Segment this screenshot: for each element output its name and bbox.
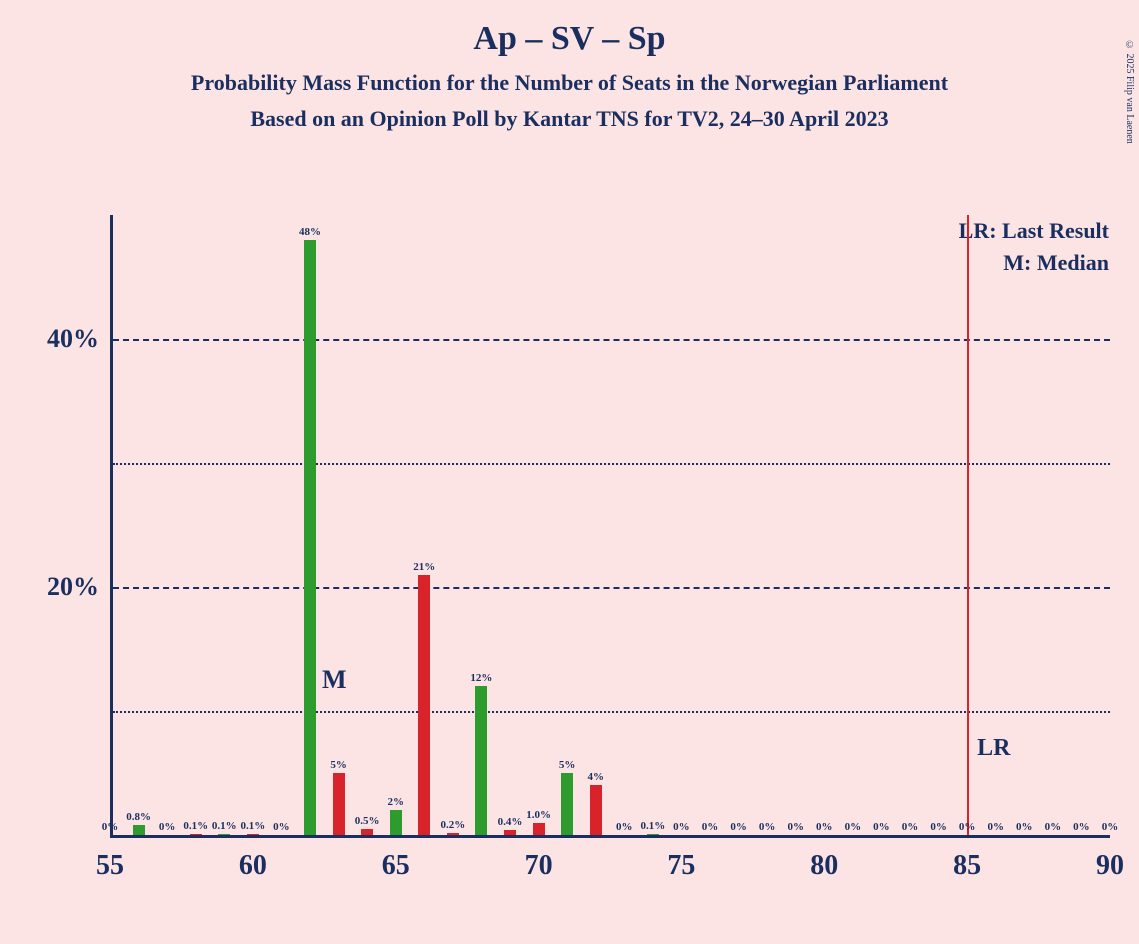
bar-value-label: 0% [1073,821,1090,833]
copyright-text: © 2025 Filip van Laenen [1124,40,1135,144]
bar-green [133,825,145,835]
bar-value-label: 0% [616,821,633,833]
bar-red [190,834,202,835]
bar-value-label: 0% [273,821,290,833]
x-axis [110,835,1110,838]
bar-value-label: 0% [845,821,862,833]
chart-title: Ap – SV – Sp [0,20,1139,58]
x-tick-label: 60 [239,850,267,882]
y-tick-label: 40% [47,324,99,354]
bar-value-label: 5% [330,759,347,771]
x-tick-label: 75 [667,850,695,882]
bar-value-label: 2% [387,796,404,808]
chart-subtitle-2: Based on an Opinion Poll by Kantar TNS f… [0,106,1139,132]
bar-value-label: 0.2% [440,819,465,831]
bar-value-label: 12% [470,672,492,684]
bar-value-label: 0% [787,821,804,833]
bar-value-label: 0% [673,821,690,833]
x-tick-label: 80 [810,850,838,882]
bar-green [218,834,230,835]
chart-plot-area: 0%0.8%0%0.1%0.1%0.1%0%48%5%0.5%2%21%0.2%… [110,215,1110,835]
bar-value-label: 0.4% [498,816,523,828]
bar-value-label: 1.0% [526,809,551,821]
bar-green [647,834,659,835]
y-axis [110,215,113,835]
chart-subtitle-1: Probability Mass Function for the Number… [0,70,1139,96]
last-result-line [967,215,969,835]
bar-value-label: 0.8% [126,811,151,823]
bar-value-label: 21% [413,561,435,573]
bar-red [361,829,373,835]
bar-red [590,785,602,835]
gridline-minor [113,463,1110,465]
bar-value-label: 0.1% [183,820,208,832]
x-tick-label: 85 [953,850,981,882]
bar-value-label: 0.1% [640,820,665,832]
bar-red [247,834,259,835]
bar-red [533,823,545,835]
y-tick-label: 20% [47,572,99,602]
bar-value-label: 0% [959,821,976,833]
bar-value-label: 0% [930,821,947,833]
bar-value-label: 0% [987,821,1004,833]
bar-green [390,810,402,835]
bar-value-label: 0% [759,821,776,833]
bar-value-label: 0% [102,821,119,833]
bar-green [475,686,487,835]
bar-value-label: 0.5% [355,815,380,827]
bar-value-label: 0.1% [212,820,237,832]
bar-red [504,830,516,835]
last-result-label: LR [977,735,1010,762]
gridline-major [113,339,1110,341]
x-tick-label: 70 [525,850,553,882]
bar-value-label: 0.1% [240,820,265,832]
gridline-major [113,587,1110,589]
x-tick-label: 90 [1096,850,1124,882]
bar-red [447,833,459,835]
bar-green [561,773,573,835]
bar-red [418,575,430,835]
bar-value-label: 0% [1045,821,1062,833]
gridline-minor [113,711,1110,713]
bar-value-label: 0% [902,821,919,833]
x-tick-label: 65 [382,850,410,882]
x-tick-label: 55 [96,850,124,882]
bar-value-label: 0% [873,821,890,833]
bar-value-label: 0% [1102,821,1119,833]
bar-value-label: 0% [730,821,747,833]
bar-green [304,240,316,835]
bar-value-label: 0% [702,821,719,833]
bar-red [333,773,345,835]
bar-value-label: 0% [1016,821,1033,833]
bar-value-label: 5% [559,759,576,771]
bar-value-label: 0% [159,821,176,833]
bar-value-label: 4% [587,771,604,783]
bar-value-label: 0% [816,821,833,833]
median-label: M [322,665,347,695]
bar-value-label: 48% [299,226,321,238]
